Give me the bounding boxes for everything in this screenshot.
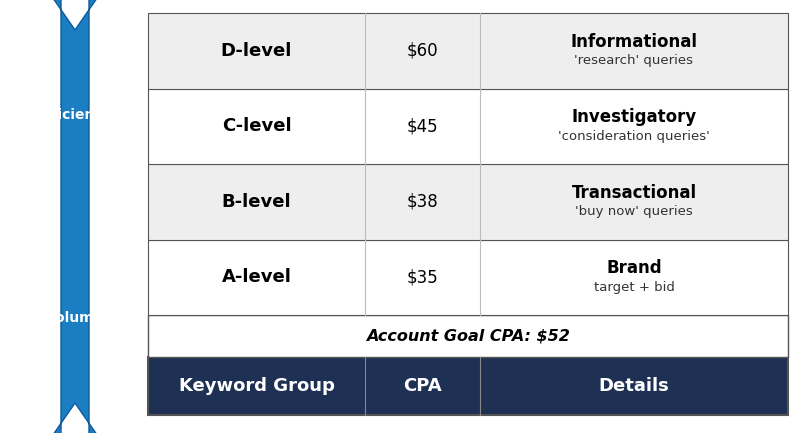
Text: Keyword Group: Keyword Group: [178, 377, 334, 395]
Text: 'research' queries: 'research' queries: [574, 54, 694, 67]
Text: Details: Details: [598, 377, 670, 395]
Polygon shape: [37, 0, 113, 433]
Text: $35: $35: [406, 268, 438, 286]
Text: Brand: Brand: [606, 259, 662, 277]
Text: Investigatory: Investigatory: [571, 108, 697, 126]
Text: target + bid: target + bid: [594, 281, 674, 294]
Bar: [148, 88, 788, 164]
Text: $38: $38: [406, 193, 438, 211]
Text: Transactional: Transactional: [571, 184, 697, 202]
Bar: [148, 13, 788, 88]
Text: Efficiency: Efficiency: [37, 108, 113, 122]
Text: C-level: C-level: [222, 117, 291, 135]
Text: CPA: CPA: [403, 377, 442, 395]
Text: Informational: Informational: [570, 33, 698, 51]
Text: A-level: A-level: [222, 268, 291, 286]
Text: $45: $45: [406, 117, 438, 135]
Bar: [148, 164, 788, 239]
Text: B-level: B-level: [222, 193, 291, 211]
Bar: [148, 357, 788, 415]
Text: Account Goal CPA: $52: Account Goal CPA: $52: [366, 329, 570, 343]
Text: 'buy now' queries: 'buy now' queries: [575, 205, 693, 218]
Bar: [148, 239, 788, 315]
Text: Volume: Volume: [46, 311, 104, 325]
Text: $60: $60: [406, 42, 438, 60]
Text: D-level: D-level: [221, 42, 292, 60]
Text: 'consideration queries': 'consideration queries': [558, 130, 710, 143]
Bar: [148, 315, 788, 357]
